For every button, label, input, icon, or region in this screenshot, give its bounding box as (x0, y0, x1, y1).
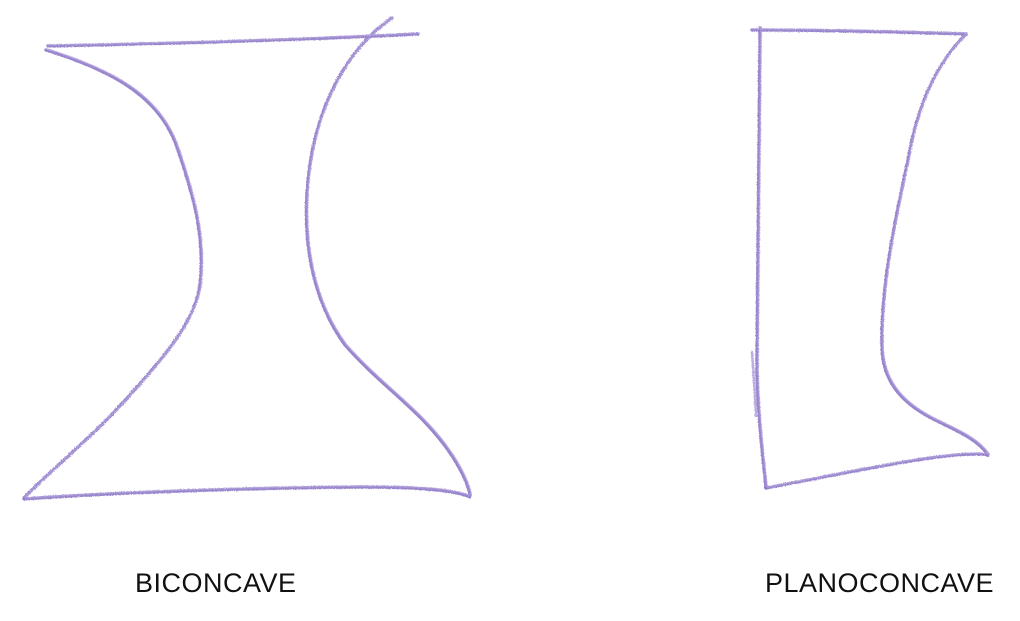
planoconcave-concave-side-texture (882, 32, 991, 455)
planoconcave-flat-side (755, 26, 768, 490)
planoconcave-top-edge (750, 28, 968, 36)
biconcave-right-side (304, 16, 472, 497)
biconcave-lens-drawing (22, 16, 473, 501)
planoconcave-lens-drawing (750, 26, 991, 490)
biconcave-label: BICONCAVE (135, 568, 297, 598)
planoconcave-top-edge-texture (752, 28, 969, 34)
planoconcave-bottom-edge-texture (766, 452, 991, 488)
biconcave-left-side-texture (24, 48, 204, 498)
planoconcave-flat-side-overstroke (750, 350, 758, 418)
planoconcave-flat-side-texture (757, 26, 769, 488)
biconcave-bottom-edge (22, 485, 472, 501)
biconcave-left-side (22, 48, 203, 500)
planoconcave-bottom-edge (764, 452, 990, 490)
planoconcave-concave-side (880, 32, 990, 457)
biconcave-right-side-texture (306, 16, 473, 495)
biconcave-bottom-edge-texture (24, 485, 473, 499)
planoconcave-label: PLANOCONCAVE (765, 568, 995, 598)
